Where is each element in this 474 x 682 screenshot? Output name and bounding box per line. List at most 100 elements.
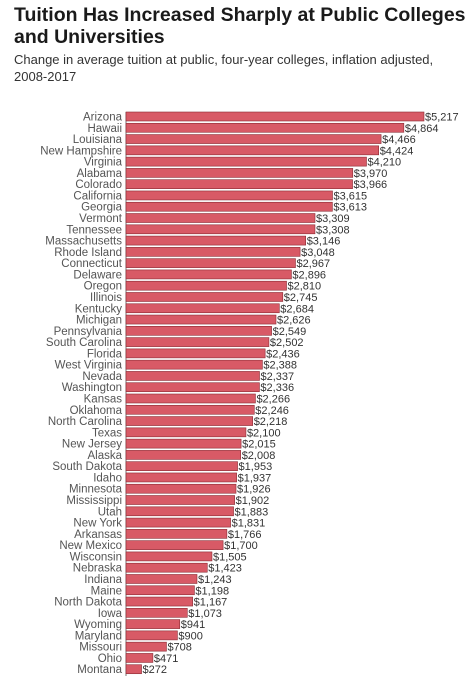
value-label-wyoming: $941 [181, 619, 205, 631]
bar-montana [125, 664, 142, 675]
value-label-new-mexico: $1,700 [224, 540, 258, 552]
category-label-wisconsin: Wisconsin [70, 551, 122, 563]
bar-missouri [125, 641, 167, 652]
value-label-ohio: $471 [154, 653, 178, 665]
bars-group [125, 111, 425, 675]
value-label-washington: $2,336 [260, 382, 294, 394]
category-label-pennsylvania: Pennsylvania [54, 326, 123, 338]
value-label-tennessee: $3,308 [316, 224, 350, 236]
category-label-michigan: Michigan [76, 315, 122, 327]
category-label-kentucky: Kentucky [75, 303, 123, 315]
value-label-idaho: $1,937 [238, 472, 272, 484]
bar-new-mexico [125, 540, 224, 550]
bar-alaska [125, 450, 241, 460]
bar-new-jersey [125, 438, 242, 449]
value-label-utah: $1,883 [235, 506, 269, 518]
bar-illinois [125, 292, 284, 302]
value-label-virginia: $4,210 [367, 157, 401, 169]
bar-hawaii [125, 122, 405, 133]
bar-pennsylvania [125, 326, 272, 336]
value-label-massachusetts: $3,146 [307, 236, 341, 248]
bar-wyoming [125, 619, 181, 629]
bar-alabama [125, 168, 354, 178]
bar-minnesota [125, 483, 237, 494]
bar-vermont [125, 213, 316, 223]
bar-wisconsin [125, 551, 213, 562]
category-label-vermont: Vermont [79, 213, 123, 225]
category-label-oregon: Oregon [84, 281, 122, 293]
bar-arizona [125, 111, 425, 122]
value-label-missouri: $708 [167, 642, 191, 654]
category-label-alabama: Alabama [77, 168, 123, 180]
category-label-arkansas: Arkansas [74, 529, 122, 541]
category-label-north-carolina: North Carolina [48, 416, 123, 428]
category-label-nevada: Nevada [82, 371, 122, 383]
bar-north-carolina [125, 416, 253, 426]
category-label-georgia: Georgia [81, 202, 123, 214]
value-label-nevada: $2,337 [260, 371, 294, 383]
value-label-rhode-island: $3,048 [301, 247, 335, 259]
bar-massachusetts [125, 235, 306, 246]
category-label-utah: Utah [98, 506, 122, 518]
category-label-maine: Maine [91, 585, 122, 597]
value-label-iowa: $1,073 [188, 608, 222, 620]
bar-nebraska [125, 562, 208, 573]
value-label-arizona: $5,217 [425, 112, 459, 124]
chart-subtitle: Change in average tuition at public, fou… [14, 52, 434, 84]
value-label-arkansas: $1,766 [228, 529, 262, 541]
value-label-indiana: $1,243 [198, 574, 232, 586]
bar-washington [125, 382, 260, 393]
bar-california [125, 190, 333, 201]
category-label-new-mexico: New Mexico [59, 540, 122, 552]
bar-oregon [125, 280, 287, 291]
value-label-texas: $2,100 [247, 427, 281, 439]
category-label-new-jersey: New Jersey [62, 439, 122, 451]
category-label-florida: Florida [87, 348, 123, 360]
category-label-delaware: Delaware [73, 269, 122, 281]
bar-maryland [125, 630, 178, 641]
category-label-washington: Washington [62, 382, 122, 394]
bar-florida [125, 348, 266, 359]
category-label-texas: Texas [92, 427, 122, 439]
value-label-pennsylvania: $2,549 [273, 326, 307, 338]
value-label-montana: $272 [143, 664, 167, 676]
bar-maine [125, 585, 195, 596]
value-label-louisiana: $4,466 [382, 134, 416, 146]
value-label-new-jersey: $2,015 [242, 439, 276, 451]
category-label-connecticut: Connecticut [61, 258, 123, 270]
category-label-iowa: Iowa [98, 608, 123, 620]
value-labels-group: $5,217$4,864$4,466$4,424$4,210$3,970$3,9… [143, 112, 459, 677]
value-label-california: $3,615 [333, 190, 367, 202]
bar-mississippi [125, 495, 235, 505]
value-label-south-dakota: $1,953 [239, 461, 273, 473]
bar-utah [125, 506, 234, 517]
category-label-rhode-island: Rhode Island [54, 247, 122, 259]
category-label-arizona: Arizona [83, 112, 123, 124]
value-label-north-dakota: $1,167 [194, 597, 228, 609]
value-label-michigan: $2,626 [277, 315, 311, 327]
category-label-south-dakota: South Dakota [52, 461, 122, 473]
value-label-alabama: $3,970 [354, 168, 388, 180]
bar-west-virginia [125, 359, 263, 370]
value-label-kansas: $2,266 [256, 394, 290, 406]
category-label-oklahoma: Oklahoma [70, 405, 123, 417]
category-label-massachusetts: Massachusetts [45, 236, 122, 248]
bar-arkansas [125, 529, 228, 539]
value-label-hawaii: $4,864 [405, 123, 439, 135]
bar-south-dakota [125, 461, 238, 471]
category-label-colorado: Colorado [75, 179, 122, 191]
category-label-north-dakota: North Dakota [54, 597, 122, 609]
bar-georgia [125, 201, 333, 212]
bar-texas [125, 427, 247, 438]
bar-south-carolina [125, 337, 270, 347]
bar-nevada [125, 371, 260, 381]
category-label-nebraska: Nebraska [73, 563, 123, 575]
category-label-virginia: Virginia [84, 157, 123, 169]
category-label-south-carolina: South Carolina [46, 337, 123, 349]
value-label-connecticut: $2,967 [296, 258, 330, 270]
value-label-north-carolina: $2,218 [254, 416, 288, 428]
bar-new-york [125, 517, 231, 528]
value-label-georgia: $3,613 [333, 202, 367, 214]
bar-idaho [125, 472, 237, 483]
